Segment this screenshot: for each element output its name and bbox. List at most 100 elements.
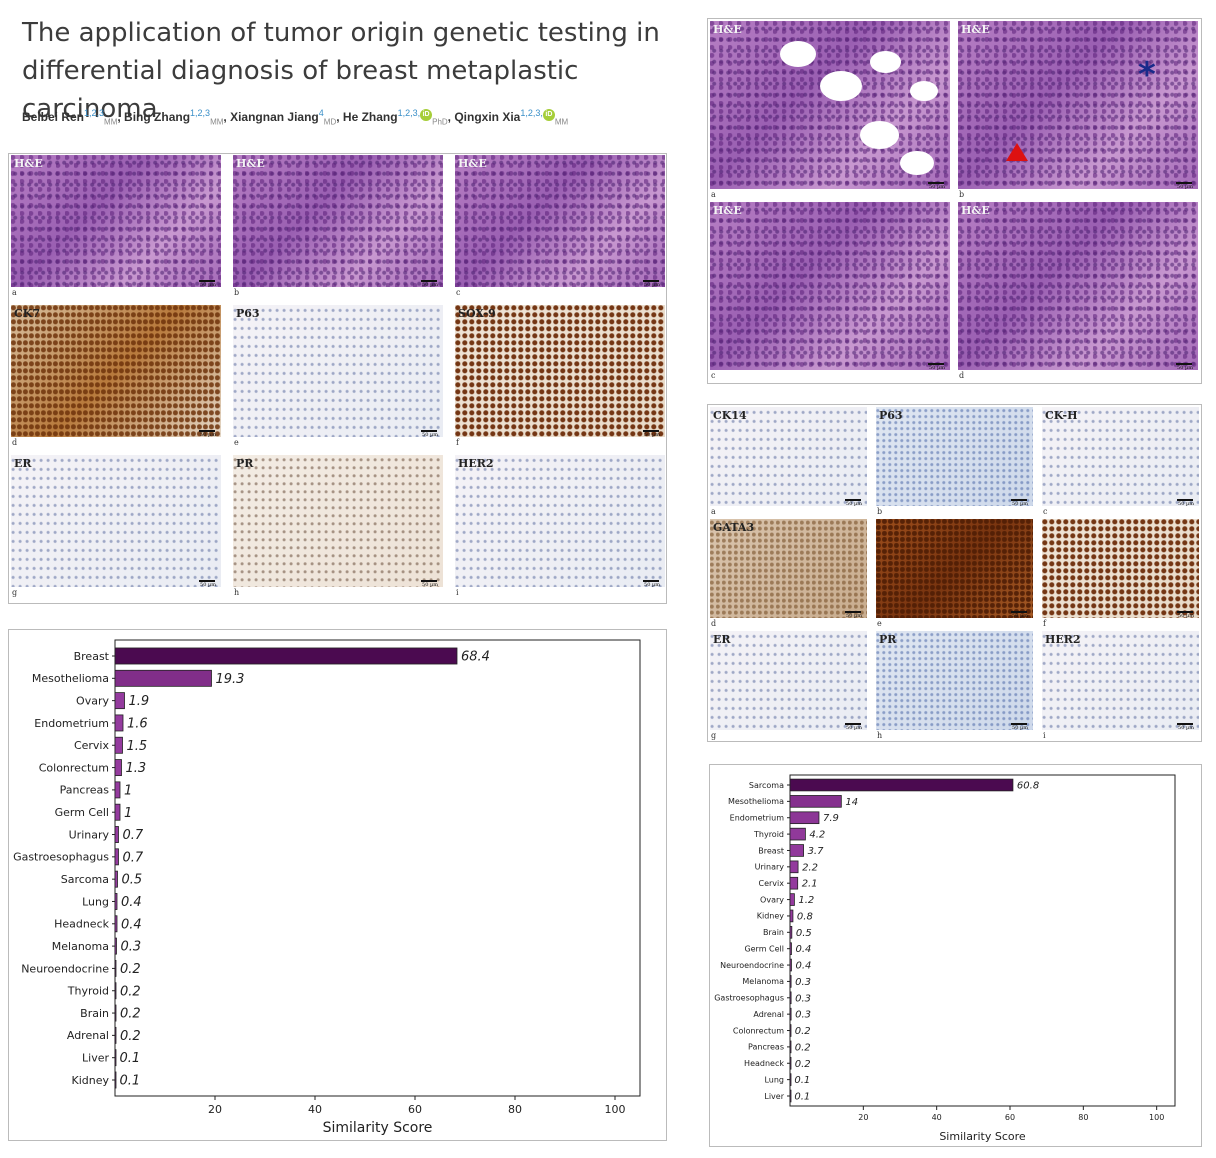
scale-bar: [199, 430, 215, 432]
value-label: 19.3: [216, 672, 245, 687]
x-tick-label: 40: [308, 1103, 322, 1116]
panel-letter: f: [1043, 619, 1046, 628]
stain-label: H&E: [14, 157, 43, 170]
similarity-chart-left: Breast 68.4 Mesothelioma 19.3 Ovary 1.9 Endome…: [8, 629, 667, 1141]
bar: [789, 827, 806, 841]
bar: [114, 759, 122, 777]
panel-letter: b: [877, 507, 883, 516]
bar: [789, 1040, 792, 1054]
panel-letter: i: [1043, 731, 1046, 740]
bar: [789, 942, 792, 955]
scale-bar: [1011, 611, 1027, 613]
scale-bar: [1176, 363, 1192, 365]
category-label: Neuroendocrine: [720, 961, 784, 970]
scale-bar-label: 50 µm: [929, 184, 945, 189]
author-name[interactable]: Beibei Ren: [22, 110, 85, 124]
category-label: Cervix: [759, 879, 785, 888]
stain-label: CK14: [713, 409, 747, 422]
scale-bar-label: 50 µm: [422, 282, 438, 287]
value-label: 4.2: [809, 830, 825, 841]
category-label: Ovary: [760, 895, 784, 904]
value-label: 68.4: [461, 650, 490, 665]
bar: [114, 1049, 117, 1067]
scale-bar-label: 50 µm: [1012, 725, 1028, 730]
scale-bar: [928, 363, 944, 365]
x-axis-label: Similarity Score: [323, 1120, 433, 1136]
value-label: 0.2: [120, 984, 141, 999]
bar: [789, 844, 804, 857]
scale-bar-label: 50 µm: [1177, 184, 1193, 189]
stain-label: H&E: [236, 157, 265, 170]
value-label: 1.2: [798, 895, 814, 906]
histology-panel-h: PR 50 µm: [876, 631, 1033, 730]
value-label: 0.2: [120, 1029, 141, 1044]
author-list: Beibei Ren1,2,3MM, Bing Zhang1,2,3MM, Xi…: [22, 108, 569, 127]
histology-panel-d: GATA3 50 µm: [710, 519, 867, 618]
x-tick-label: 20: [208, 1103, 222, 1116]
category-label: Thyroid: [67, 985, 109, 998]
value-label: 1.6: [127, 716, 148, 731]
author-affiliation: 4: [318, 108, 324, 118]
category-label: Kidney: [71, 1074, 109, 1087]
panel-letter: b: [959, 190, 965, 199]
category-label: Pancreas: [748, 1043, 784, 1052]
bar: [114, 1071, 117, 1089]
category-label: Sarcoma: [749, 781, 784, 790]
fat-vacuole: [780, 41, 817, 67]
author-name[interactable]: Qingxin Xia: [454, 110, 521, 124]
category-label: Breast: [74, 650, 110, 663]
author-name[interactable]: Xiangnan Jiang: [230, 110, 319, 124]
histology-panel-f: 50 µm: [1042, 519, 1199, 618]
histology-panel-e: 50 µm: [876, 519, 1033, 618]
bar: [789, 860, 799, 874]
scale-bar: [643, 430, 659, 432]
value-label: 0.4: [121, 917, 142, 932]
value-label: 0.2: [120, 962, 141, 977]
value-label: 0.4: [795, 961, 811, 972]
value-label: 0.2: [795, 1026, 811, 1037]
scale-bar-label: 50 µm: [846, 501, 862, 506]
panel-letter: a: [711, 190, 716, 199]
bar: [114, 1004, 117, 1022]
scale-bar-label: 50 µm: [644, 282, 660, 287]
category-label: Germ Cell: [55, 806, 109, 819]
category-label: Colonrectum: [39, 761, 109, 774]
category-label: Urinary: [69, 828, 110, 841]
value-label: 0.8: [797, 911, 813, 922]
stain-label: CK-H: [1045, 409, 1078, 422]
panel-letter: d: [12, 438, 18, 447]
author-affiliation: 1,2,3: [190, 108, 211, 118]
value-label: 14: [845, 797, 858, 808]
author-degree: MM: [554, 117, 569, 127]
panel-letter: g: [12, 588, 18, 597]
stain-label: P63: [879, 409, 903, 422]
panel-letter: d: [959, 371, 965, 380]
category-label: Germ Cell: [744, 944, 784, 953]
category-label: Sarcoma: [61, 873, 109, 886]
stain-label: SOX-9: [458, 307, 496, 320]
value-label: 2.2: [802, 862, 818, 873]
panel-letter: c: [456, 288, 461, 297]
orcid-icon[interactable]: iD: [542, 109, 555, 121]
stain-label: H&E: [458, 157, 487, 170]
orcid-icon[interactable]: iD: [420, 109, 433, 121]
scale-bar: [1177, 499, 1193, 501]
histology-panel-a: H&E 50 µm: [710, 21, 950, 189]
scale-bar: [1011, 499, 1027, 501]
panel-letter: a: [12, 288, 17, 297]
category-label: Cervix: [74, 739, 110, 752]
panel-letter: g: [711, 731, 717, 740]
panel-letter: h: [877, 731, 883, 740]
category-label: Adrenal: [67, 1029, 109, 1042]
value-label: 0.2: [120, 1007, 141, 1022]
category-label: Lung: [764, 1075, 784, 1084]
category-label: Adrenal: [753, 1010, 784, 1019]
author-name[interactable]: Bing Zhang: [124, 110, 191, 124]
histology-panel-c: CK-H 50 µm: [1042, 407, 1199, 506]
scale-bar-label: 50 µm: [1012, 501, 1028, 506]
similarity-chart-left-svg: Breast 68.4 Mesothelioma 19.3 Ovary 1.9 Endome…: [13, 639, 641, 1136]
author-name[interactable]: He Zhang: [342, 110, 398, 124]
x-tick-label: 20: [858, 1113, 868, 1122]
value-label: 0.4: [795, 944, 811, 955]
author-affiliation: 1,2,3,: [397, 108, 421, 118]
